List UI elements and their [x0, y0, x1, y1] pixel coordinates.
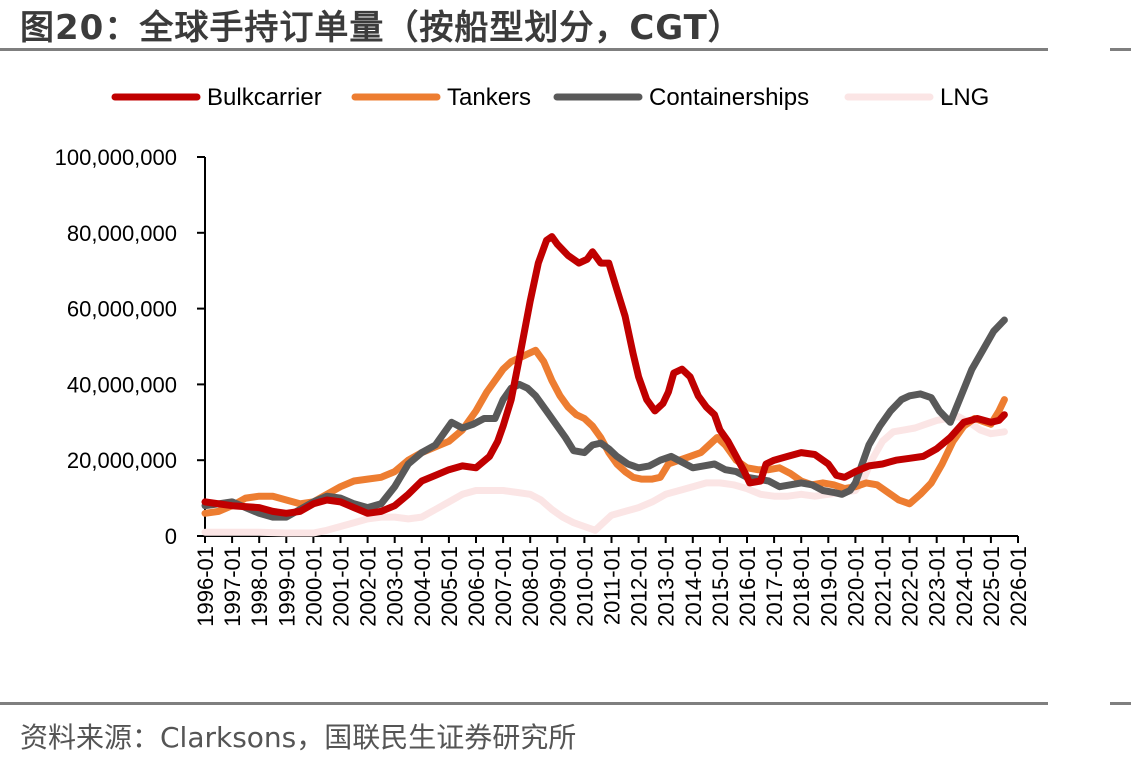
legend: Bulkcarrier Tankers Containerships LNG: [111, 84, 989, 111]
x-axis: 1996-01 1997-01 1998-01 1999-01 2000-01 2001-…: [193, 535, 1031, 627]
legend-label-tankers: Tankers: [447, 84, 531, 111]
x-tick-label: 2010-01: [572, 546, 597, 627]
y-tick-label: 40,000,000: [67, 372, 177, 397]
x-tick-label: 1998-01: [247, 546, 272, 627]
x-tick-label: 2016-01: [735, 546, 760, 627]
y-tick-label: 60,000,000: [67, 297, 177, 322]
y-tick-label: 100,000,000: [55, 145, 177, 170]
x-tick-label: 2008-01: [518, 546, 543, 627]
x-tick-label: 2019-01: [816, 546, 841, 627]
x-tick-label: 2014-01: [681, 546, 706, 627]
series-line-lng: [201, 413, 1008, 537]
x-tick-label: 2023-01: [925, 546, 950, 627]
x-tick-label: 2006-01: [464, 546, 489, 627]
x-tick-label: 2015-01: [708, 546, 733, 627]
x-tick-label: 2025-01: [979, 546, 1004, 627]
x-tick-label: 2020-01: [843, 546, 868, 627]
x-tick-label: 2022-01: [898, 546, 923, 627]
x-tick-label: 1996-01: [193, 546, 218, 627]
x-tick-label: 1997-01: [220, 546, 245, 627]
x-tick-label: 2013-01: [654, 546, 679, 627]
y-axis: 0 20,000,000 40,000,000 60,000,000 80,000,00…: [55, 145, 206, 549]
chart-title: 图20：全球手持订单量（按船型划分，CGT）: [20, 8, 743, 48]
legend-label-containerships: Containerships: [649, 84, 809, 111]
x-tick-label: 2012-01: [627, 546, 652, 627]
legend-label-lng: LNG: [940, 84, 989, 111]
bottom-divider: [0, 702, 1048, 705]
x-tick-label: 2021-01: [871, 546, 896, 627]
x-tick-label: 1999-01: [274, 546, 299, 627]
series-line-bulkcarrier: [201, 233, 1008, 517]
x-tick-label: 2001-01: [329, 546, 354, 627]
x-tick-label: 2007-01: [491, 546, 516, 627]
series-line-tankers: [201, 346, 1008, 517]
y-tick-label: 20,000,000: [67, 448, 177, 473]
bottom-divider-right: [1110, 702, 1131, 705]
x-tick-label: 2004-01: [410, 546, 435, 627]
x-tick-label: 2011-01: [600, 546, 625, 625]
y-tick-label: 0: [165, 524, 177, 549]
top-divider: [0, 48, 1048, 51]
x-tick-label: 2003-01: [383, 546, 408, 627]
x-tick-label: 2009-01: [545, 546, 570, 627]
x-tick-label: 2018-01: [789, 546, 814, 627]
top-divider-right: [1110, 48, 1131, 51]
x-tick-label: 2026-01: [1006, 546, 1031, 627]
x-tick-label: 2017-01: [762, 546, 787, 627]
legend-label-bulkcarrier: Bulkcarrier: [207, 84, 322, 111]
x-tick-label: 2024-01: [952, 546, 977, 627]
source-note: 资料来源：Clarksons，国联民生证券研究所: [20, 721, 577, 754]
x-tick-label: 2002-01: [356, 546, 381, 627]
x-tick-label: 2005-01: [437, 546, 462, 627]
y-tick-label: 80,000,000: [67, 221, 177, 246]
line-chart: Bulkcarrier Tankers Containerships LNG 0 20,…: [55, 84, 1031, 627]
series-line-containerships: [201, 316, 1008, 521]
plot-area: [201, 233, 1008, 537]
x-tick-label: 2000-01: [301, 546, 326, 627]
